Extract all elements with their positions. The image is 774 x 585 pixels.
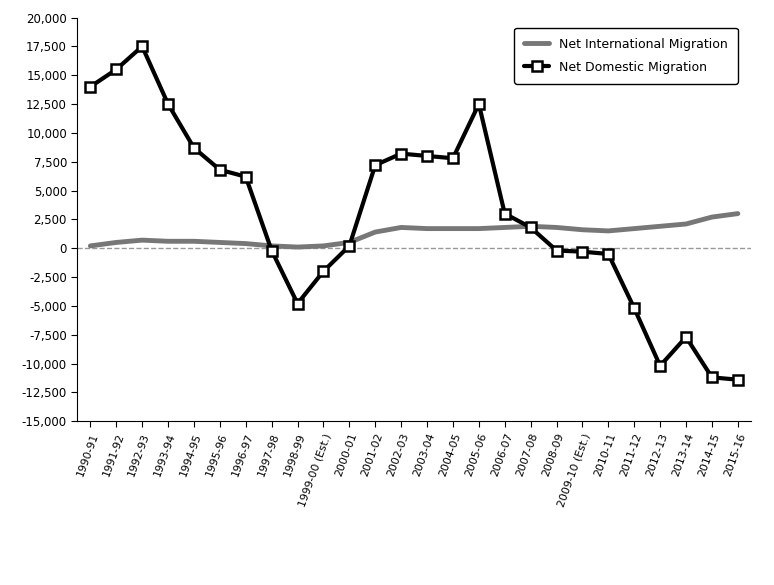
Net International Migration: [267, 242, 276, 249]
Net International Migration: [423, 225, 432, 232]
Net International Migration: [138, 236, 147, 243]
Net International Migration: [526, 223, 536, 230]
Net International Migration: [552, 224, 561, 231]
Net Domestic Migration: [526, 224, 536, 231]
Net International Migration: [111, 239, 121, 246]
Net Domestic Migration: [733, 376, 742, 383]
Net International Migration: [733, 210, 742, 217]
Net International Migration: [215, 239, 224, 246]
Net International Migration: [681, 221, 690, 228]
Net Domestic Migration: [448, 155, 457, 162]
Net Domestic Migration: [474, 101, 484, 108]
Net International Migration: [163, 238, 173, 245]
Net Domestic Migration: [681, 333, 690, 340]
Net International Migration: [577, 226, 587, 233]
Net International Migration: [448, 225, 457, 232]
Net International Migration: [319, 242, 328, 249]
Net Domestic Migration: [577, 248, 587, 255]
Net Domestic Migration: [267, 247, 276, 254]
Net Domestic Migration: [163, 101, 173, 108]
Net International Migration: [293, 243, 302, 250]
Legend: Net International Migration, Net Domestic Migration: Net International Migration, Net Domesti…: [514, 28, 738, 84]
Net International Migration: [241, 240, 251, 247]
Net International Migration: [86, 242, 95, 249]
Net Domestic Migration: [707, 374, 717, 381]
Line: Net Domestic Migration: Net Domestic Migration: [85, 42, 743, 384]
Net Domestic Migration: [656, 362, 665, 369]
Net International Migration: [629, 225, 639, 232]
Net Domestic Migration: [629, 305, 639, 312]
Net Domestic Migration: [500, 210, 509, 217]
Net Domestic Migration: [396, 150, 406, 157]
Net International Migration: [474, 225, 484, 232]
Net Domestic Migration: [215, 166, 224, 173]
Net Domestic Migration: [552, 247, 561, 254]
Net Domestic Migration: [423, 153, 432, 160]
Net Domestic Migration: [293, 300, 302, 307]
Net International Migration: [344, 239, 354, 246]
Net International Migration: [190, 238, 199, 245]
Net International Migration: [500, 224, 509, 231]
Net Domestic Migration: [190, 144, 199, 152]
Net Domestic Migration: [138, 43, 147, 50]
Net Domestic Migration: [319, 268, 328, 275]
Net Domestic Migration: [86, 83, 95, 90]
Net Domestic Migration: [371, 161, 380, 168]
Net International Migration: [656, 223, 665, 230]
Net Domestic Migration: [241, 173, 251, 180]
Net International Migration: [396, 224, 406, 231]
Net Domestic Migration: [344, 242, 354, 249]
Line: Net International Migration: Net International Migration: [91, 214, 738, 247]
Net International Migration: [604, 228, 613, 235]
Net International Migration: [371, 229, 380, 236]
Net International Migration: [707, 214, 717, 221]
Net Domestic Migration: [111, 66, 121, 73]
Net Domestic Migration: [604, 250, 613, 257]
